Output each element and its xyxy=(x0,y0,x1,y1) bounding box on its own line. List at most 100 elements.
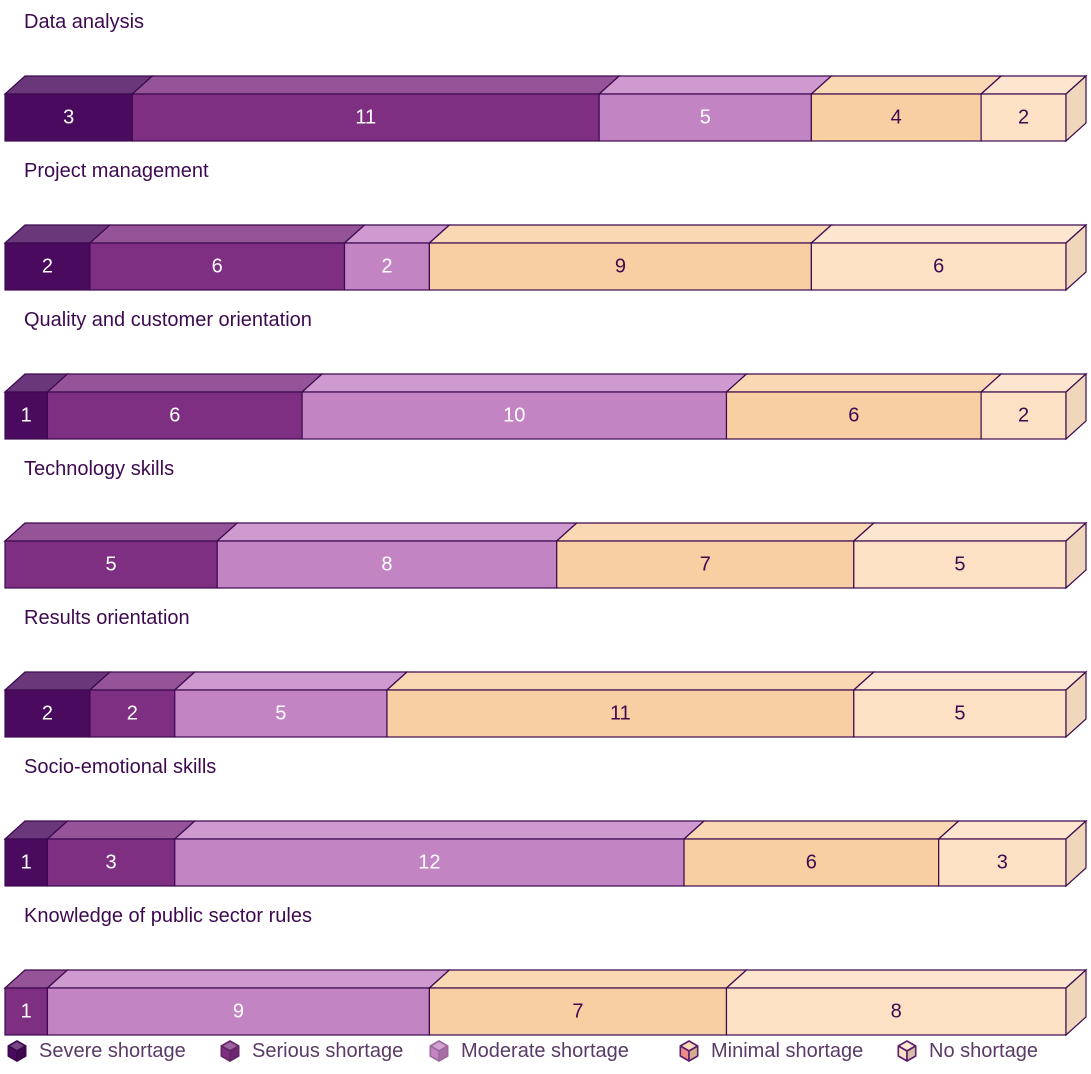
bar-segment-moderate-shortage xyxy=(174,689,388,738)
category-title: Data analysis xyxy=(24,11,144,33)
bar-group-results-orientation: Results orientation 2 2 5 11 5 xyxy=(3,607,1088,739)
bar-segment-moderate-shortage xyxy=(343,242,430,291)
category-title: Results orientation xyxy=(24,607,190,629)
bar-side xyxy=(1065,372,1087,441)
data-label: 9 xyxy=(615,256,626,278)
bar-segment-moderate-shortage xyxy=(598,93,812,142)
bar-segment-serious-shortage xyxy=(4,540,218,589)
bar-top-minimal-shortage xyxy=(385,671,876,691)
data-label: 6 xyxy=(933,256,944,278)
data-label: 9 xyxy=(233,1001,244,1023)
data-label: 5 xyxy=(700,107,711,129)
category-title: Quality and customer orientation xyxy=(24,309,312,331)
category-title: Socio-emotional skills xyxy=(24,756,216,778)
bar-segment-moderate-shortage xyxy=(174,838,685,887)
bar-top-serious-shortage xyxy=(3,522,239,542)
bar-segment-serious-shortage xyxy=(131,93,600,142)
bar-top-no-shortage xyxy=(852,671,1088,691)
bar-group-project-management: Project management 2 6 2 9 6 xyxy=(3,160,1088,292)
bar-group-knowledge-of-public-sector-rules: Knowledge of public sector rules 1 9 7 8 xyxy=(3,905,1088,1037)
data-label: 2 xyxy=(1018,405,1029,427)
data-label: 1 xyxy=(21,852,32,874)
bar-top-moderate-shortage xyxy=(45,969,451,989)
bar-segment-serious-shortage xyxy=(46,838,176,887)
data-label: 5 xyxy=(954,703,965,725)
bar-top-serious-shortage xyxy=(130,75,621,95)
bar-top-serious-shortage xyxy=(45,373,324,393)
bar-segment-minimal-shortage xyxy=(556,540,855,589)
bar-segment-serious-shortage xyxy=(89,242,346,291)
bar-side xyxy=(1065,819,1087,888)
data-label: 8 xyxy=(891,1001,902,1023)
bar-segment-minimal-shortage xyxy=(683,838,940,887)
cube-icon xyxy=(679,1040,699,1062)
legend-label: Minimal shortage xyxy=(711,1040,863,1062)
bar-segment-severe-shortage xyxy=(4,93,133,142)
data-label: 2 xyxy=(1018,107,1029,129)
category-title: Knowledge of public sector rules xyxy=(24,905,312,927)
bar-side xyxy=(1065,74,1087,143)
bar-segment-moderate-shortage xyxy=(46,987,430,1036)
bar-top-minimal-shortage xyxy=(809,75,1003,95)
bar-group-technology-skills: Technology skills 5 8 7 5 xyxy=(3,458,1088,590)
bar-top-minimal-shortage xyxy=(555,522,876,542)
data-label: 6 xyxy=(212,256,223,278)
bar-top-moderate-shortage xyxy=(173,671,409,691)
data-label: 7 xyxy=(700,554,711,576)
data-label: 10 xyxy=(503,405,525,427)
data-label: 2 xyxy=(42,256,53,278)
bar-segment-minimal-shortage xyxy=(386,689,855,738)
bar-segment-severe-shortage xyxy=(4,242,91,291)
bar-top-moderate-shortage xyxy=(215,522,579,542)
bar-top-minimal-shortage xyxy=(724,373,1003,393)
legend: Severe shortage Serious shortage Moderate … xyxy=(7,1040,1038,1062)
cube-icon xyxy=(429,1040,449,1062)
bar-top-serious-shortage xyxy=(88,224,367,244)
bar-segment-no-shortage xyxy=(980,93,1067,142)
legend-item-serious-shortage: Serious shortage xyxy=(220,1040,403,1062)
bar-top-minimal-shortage xyxy=(682,820,961,840)
bar-group-quality-and-customer-orientation: Quality and customer orientation 1 6 10 6 2 xyxy=(3,309,1088,441)
bar-segment-serious-shortage xyxy=(46,391,303,440)
bar-group-socio-emotional-skills: Socio-emotional skills 1 3 12 6 3 xyxy=(3,756,1088,888)
bar-top-severe-shortage xyxy=(3,75,154,95)
bar-segment-no-shortage xyxy=(938,838,1067,887)
bar-segment-severe-shortage xyxy=(4,689,91,738)
bar-segment-no-shortage xyxy=(810,242,1067,291)
cube-icon xyxy=(220,1040,240,1062)
legend-item-moderate-shortage: Moderate shortage xyxy=(429,1040,629,1062)
data-label: 11 xyxy=(355,107,376,129)
bar-side xyxy=(1065,670,1087,739)
bar-top-moderate-shortage xyxy=(173,820,706,840)
bar-top-no-shortage xyxy=(724,969,1088,989)
data-label: 7 xyxy=(572,1001,583,1023)
cube-icon xyxy=(897,1040,917,1062)
data-label: 5 xyxy=(275,703,286,725)
bar-side xyxy=(1065,521,1087,590)
cube-icon xyxy=(7,1040,27,1062)
legend-item-severe-shortage: Severe shortage xyxy=(7,1040,186,1062)
bar-segment-minimal-shortage xyxy=(428,242,812,291)
bar-top-no-shortage xyxy=(937,820,1088,840)
bar-top-minimal-shortage xyxy=(427,224,833,244)
data-label: 6 xyxy=(848,405,859,427)
data-label: 3 xyxy=(63,107,74,129)
data-label: 6 xyxy=(806,852,817,874)
bar-top-moderate-shortage xyxy=(300,373,749,393)
data-label: 2 xyxy=(127,703,138,725)
bar-segment-moderate-shortage xyxy=(216,540,558,589)
legend-item-no-shortage: No shortage xyxy=(897,1040,1038,1062)
data-label: 5 xyxy=(954,554,965,576)
data-label: 1 xyxy=(21,405,32,427)
data-label: 6 xyxy=(169,405,180,427)
legend-item-minimal-shortage: Minimal shortage xyxy=(679,1040,863,1062)
legend-label: Serious shortage xyxy=(252,1040,403,1062)
bar-group-data-analysis: Data analysis 3 11 5 4 2 xyxy=(3,11,1088,143)
bar-segment-severe-shortage xyxy=(4,391,49,440)
data-label: 2 xyxy=(381,256,392,278)
data-label: 3 xyxy=(997,852,1008,874)
category-title: Technology skills xyxy=(24,458,174,480)
bar-top-minimal-shortage xyxy=(427,969,749,989)
bar-top-moderate-shortage xyxy=(597,75,833,95)
